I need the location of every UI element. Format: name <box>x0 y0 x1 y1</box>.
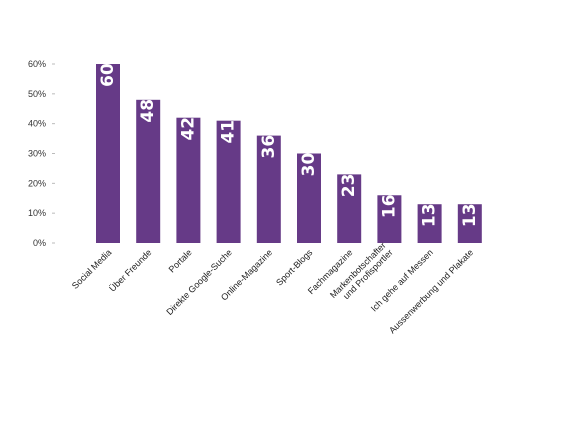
bars <box>96 64 482 243</box>
y-tick-label: 60% <box>28 59 46 69</box>
y-tick-label: 30% <box>28 149 46 159</box>
bar <box>176 117 201 243</box>
bar <box>337 174 362 243</box>
bar <box>256 135 281 243</box>
value-labels: 60 48 42 41 36 30 23 16 13 13 <box>98 63 480 227</box>
y-tick-label: 50% <box>28 89 46 99</box>
y-tick-label: 40% <box>28 119 46 129</box>
bar-value-label: 36 <box>259 135 279 159</box>
y-tick-label: 20% <box>28 178 46 188</box>
bar-value-label: 30 <box>299 153 319 177</box>
bar-value-label: 41 <box>219 120 239 144</box>
bar <box>297 153 321 243</box>
bar <box>417 204 442 243</box>
bar <box>136 99 161 243</box>
bar-value-label: 13 <box>420 203 440 227</box>
bar <box>377 195 402 243</box>
category-label: Sport-Blogs <box>274 247 315 288</box>
bar-value-label: 13 <box>460 203 480 227</box>
bar <box>96 64 120 243</box>
bar-value-label: 60 <box>98 63 118 87</box>
category-label: Aussenwerbung und Plakate <box>387 247 475 335</box>
y-tick-label: 10% <box>28 208 46 218</box>
y-tick-label: 0% <box>33 238 46 248</box>
bar-value-label: 16 <box>379 194 399 218</box>
bar-value-label: 48 <box>138 99 158 123</box>
bar <box>216 120 241 243</box>
y-axis: 0% 10% 20% 30% 40% 50% 60% <box>28 59 55 248</box>
bar-value-label: 23 <box>339 174 359 198</box>
bar-value-label: 42 <box>178 117 198 141</box>
bar <box>457 204 482 243</box>
category-label: Direkte Google-Suche <box>164 247 234 317</box>
category-label: Über Freunde <box>107 247 153 293</box>
category-label: Portale <box>167 247 194 274</box>
category-label: Social Media <box>70 247 114 291</box>
